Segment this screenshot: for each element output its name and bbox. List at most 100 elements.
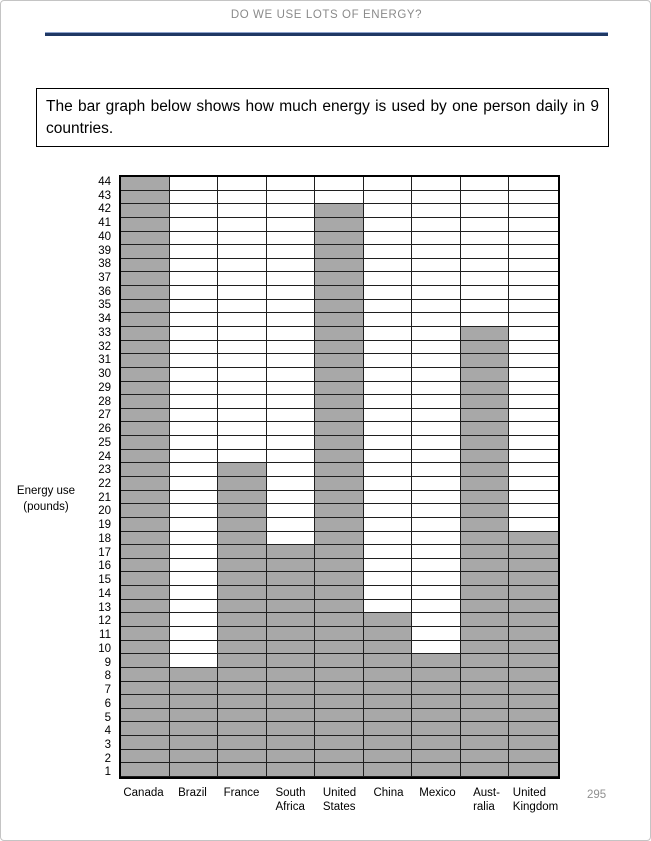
y-tick-label: 31 bbox=[98, 354, 111, 367]
grid-cell bbox=[266, 531, 316, 546]
y-tick-label: 2 bbox=[104, 752, 111, 765]
bar-segment-cell bbox=[509, 722, 558, 737]
grid-cell bbox=[509, 477, 558, 491]
bar-segment-cell bbox=[363, 613, 413, 627]
bar-segment-cell bbox=[218, 504, 267, 518]
grid-cell bbox=[266, 463, 316, 477]
bar-segment-cell bbox=[218, 749, 267, 764]
bar-segment-cell bbox=[460, 354, 510, 368]
grid-cell bbox=[509, 191, 558, 205]
y-tick-label: 44 bbox=[98, 175, 111, 188]
grid-cell bbox=[266, 299, 316, 314]
y-tick-label: 20 bbox=[98, 505, 111, 518]
bar-segment-cell bbox=[121, 217, 170, 232]
grid-cell bbox=[169, 545, 219, 559]
grid-cell bbox=[509, 327, 558, 341]
y-tick-label: 5 bbox=[104, 711, 111, 724]
bar-segment-cell bbox=[121, 190, 170, 205]
y-tick-label: 8 bbox=[104, 670, 111, 683]
grid-cell bbox=[412, 177, 461, 191]
grid-cell bbox=[509, 436, 558, 450]
bar-segment-cell bbox=[509, 763, 558, 777]
grid-cell bbox=[363, 258, 413, 273]
grid-cell bbox=[412, 299, 461, 314]
y-tick-label: 13 bbox=[98, 601, 111, 614]
bar-segment-cell bbox=[266, 586, 316, 600]
grid-cell bbox=[460, 177, 510, 191]
x-category-label: South Africa bbox=[275, 787, 306, 814]
grid-cell bbox=[218, 354, 267, 368]
y-tick-label: 14 bbox=[98, 587, 111, 600]
grid-cell bbox=[218, 422, 267, 437]
bar-segment-cell bbox=[460, 422, 510, 437]
bar-segment-cell bbox=[460, 436, 510, 450]
bar-segment-cell bbox=[363, 654, 413, 668]
grid-cell bbox=[363, 177, 413, 191]
grid-cell bbox=[169, 449, 219, 464]
bar-segment-cell bbox=[121, 572, 170, 587]
bar-segment-cell bbox=[460, 449, 510, 464]
grid-cell bbox=[412, 490, 461, 505]
grid-cell bbox=[509, 450, 558, 464]
bar-segment-cell bbox=[218, 490, 267, 505]
bar-segment-cell bbox=[460, 340, 510, 355]
y-tick-label: 12 bbox=[98, 615, 111, 628]
y-tick-label: 7 bbox=[104, 684, 111, 697]
y-tick-label: 4 bbox=[104, 725, 111, 738]
grid-cell bbox=[266, 258, 316, 273]
grid-cell bbox=[169, 272, 219, 287]
grid-cell bbox=[169, 408, 219, 423]
bar-segment-cell bbox=[218, 736, 267, 750]
bar-segment-cell bbox=[121, 286, 170, 300]
bar-segment-cell bbox=[315, 395, 364, 409]
grid-cell bbox=[363, 299, 413, 314]
bar-segment-cell bbox=[460, 545, 510, 559]
grid-cell bbox=[218, 204, 267, 218]
bar-segment-cell bbox=[266, 572, 316, 587]
grid-cell bbox=[169, 327, 219, 341]
bar-segment-cell bbox=[315, 327, 364, 341]
grid-cell bbox=[412, 463, 461, 477]
bar-segment-cell bbox=[315, 217, 364, 232]
bar-segment-cell bbox=[266, 722, 316, 737]
grid-cell bbox=[412, 190, 461, 205]
bar-chart-plot-area bbox=[119, 175, 560, 779]
grid-cell bbox=[266, 367, 316, 382]
x-category-label: Brazil bbox=[178, 787, 207, 799]
x-axis-labels: Canada Brazil France South Africa United State… bbox=[119, 786, 560, 815]
grid-cell bbox=[363, 217, 413, 232]
grid-cell bbox=[169, 231, 219, 246]
bar-segment-cell bbox=[315, 449, 364, 464]
grid-cell bbox=[363, 545, 413, 559]
bar-segment-cell bbox=[266, 749, 316, 764]
bar-segment-cell bbox=[509, 613, 558, 627]
grid-cell bbox=[460, 204, 510, 218]
grid-cell bbox=[266, 313, 316, 327]
page-header-title: DO WE USE LOTS OF ENERGY? bbox=[230, 9, 423, 21]
bar-segment-cell bbox=[121, 490, 170, 505]
bar-segment-cell bbox=[266, 613, 316, 627]
y-tick-label: 9 bbox=[104, 656, 111, 669]
bar-segment-cell bbox=[509, 654, 558, 668]
grid-cell bbox=[460, 258, 510, 273]
grid-cell bbox=[169, 217, 219, 232]
grid-cell bbox=[218, 395, 267, 409]
y-tick-label: 21 bbox=[98, 491, 111, 504]
bar-segment-cell bbox=[363, 627, 413, 641]
grid-cell bbox=[218, 436, 267, 450]
grid-cell bbox=[509, 504, 558, 518]
y-tick-label: 37 bbox=[98, 272, 111, 284]
bar-segment-cell bbox=[412, 749, 461, 764]
bar-segment-cell bbox=[315, 708, 364, 723]
grid-cell bbox=[169, 190, 219, 205]
bar-segment-cell bbox=[121, 272, 170, 287]
bar-segment-cell bbox=[169, 695, 219, 709]
bar-segment-cell bbox=[266, 736, 316, 750]
grid-cell bbox=[412, 586, 461, 600]
bar-segment-cell bbox=[266, 654, 316, 668]
grid-cell bbox=[169, 504, 219, 518]
grid-cell bbox=[169, 258, 219, 273]
y-tick-label: 11 bbox=[99, 629, 111, 642]
bar-segment-cell bbox=[218, 763, 267, 777]
